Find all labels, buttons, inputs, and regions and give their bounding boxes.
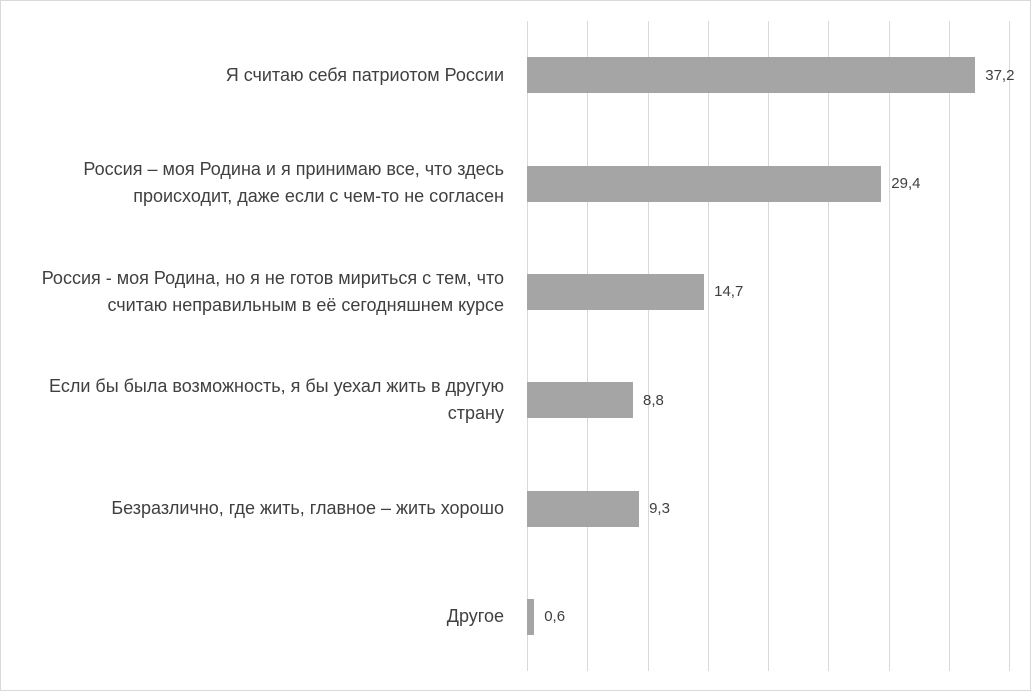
category-label: Другое xyxy=(446,606,504,627)
bar xyxy=(527,382,634,419)
value-label: 0,6 xyxy=(544,608,566,626)
grid-line xyxy=(587,21,589,671)
grid-line xyxy=(527,21,528,671)
grid-line xyxy=(647,21,649,671)
value-label: 37,2 xyxy=(985,66,1015,84)
value-label: 9,3 xyxy=(649,500,670,517)
category-label: Если бы была возможность, я бы уехал жит… xyxy=(49,376,504,424)
category-label: Россия – моя Родина и я принимаю все, чт… xyxy=(83,159,504,207)
bar xyxy=(527,598,535,635)
value-label: 8,8 xyxy=(643,391,664,409)
grid-line xyxy=(768,21,769,671)
bar xyxy=(527,490,640,527)
grid-line xyxy=(707,21,709,671)
grid-line xyxy=(828,21,830,671)
grid-line xyxy=(888,21,890,671)
category-label: Безразлично, где жить, главное – жить хо… xyxy=(111,497,504,518)
grid-line xyxy=(1009,21,1010,671)
category-label: Я считаю себя патриотом России xyxy=(225,64,504,85)
category-label: Россия - моя Родина, но я не готов мирит… xyxy=(41,267,504,315)
bar xyxy=(527,165,882,202)
bar xyxy=(527,57,976,94)
bar xyxy=(527,273,705,310)
value-label: 29,4 xyxy=(891,175,921,192)
value-label: 14,7 xyxy=(714,283,744,301)
grid-line xyxy=(948,21,950,671)
